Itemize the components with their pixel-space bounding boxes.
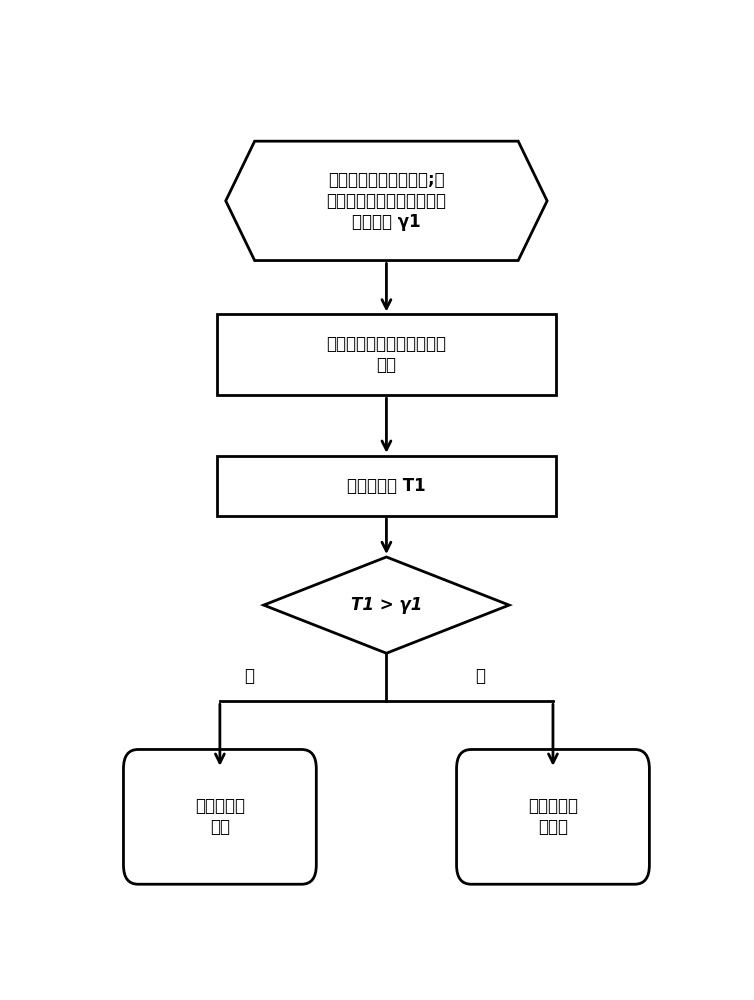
- Text: 计算接收信号的取样协方差
矩阵: 计算接收信号的取样协方差 矩阵: [326, 335, 446, 374]
- Text: 采样形成接收信号向量;并
根据预设定的误警概率计算
判决门限 γ1: 采样形成接收信号向量;并 根据预设定的误警概率计算 判决门限 γ1: [326, 171, 446, 231]
- Polygon shape: [225, 141, 547, 261]
- Bar: [217, 456, 556, 516]
- Polygon shape: [264, 557, 509, 653]
- Text: 主用户信号
不存在: 主用户信号 不存在: [528, 797, 578, 836]
- Text: 计算判决量 T1: 计算判决量 T1: [347, 477, 426, 495]
- Text: 否: 否: [475, 667, 485, 685]
- Text: T1 > γ1: T1 > γ1: [351, 596, 422, 614]
- FancyBboxPatch shape: [124, 749, 317, 884]
- Text: 主用户信号
存在: 主用户信号 存在: [195, 797, 245, 836]
- FancyBboxPatch shape: [457, 749, 649, 884]
- Text: 是: 是: [244, 667, 254, 685]
- Bar: [217, 314, 556, 395]
